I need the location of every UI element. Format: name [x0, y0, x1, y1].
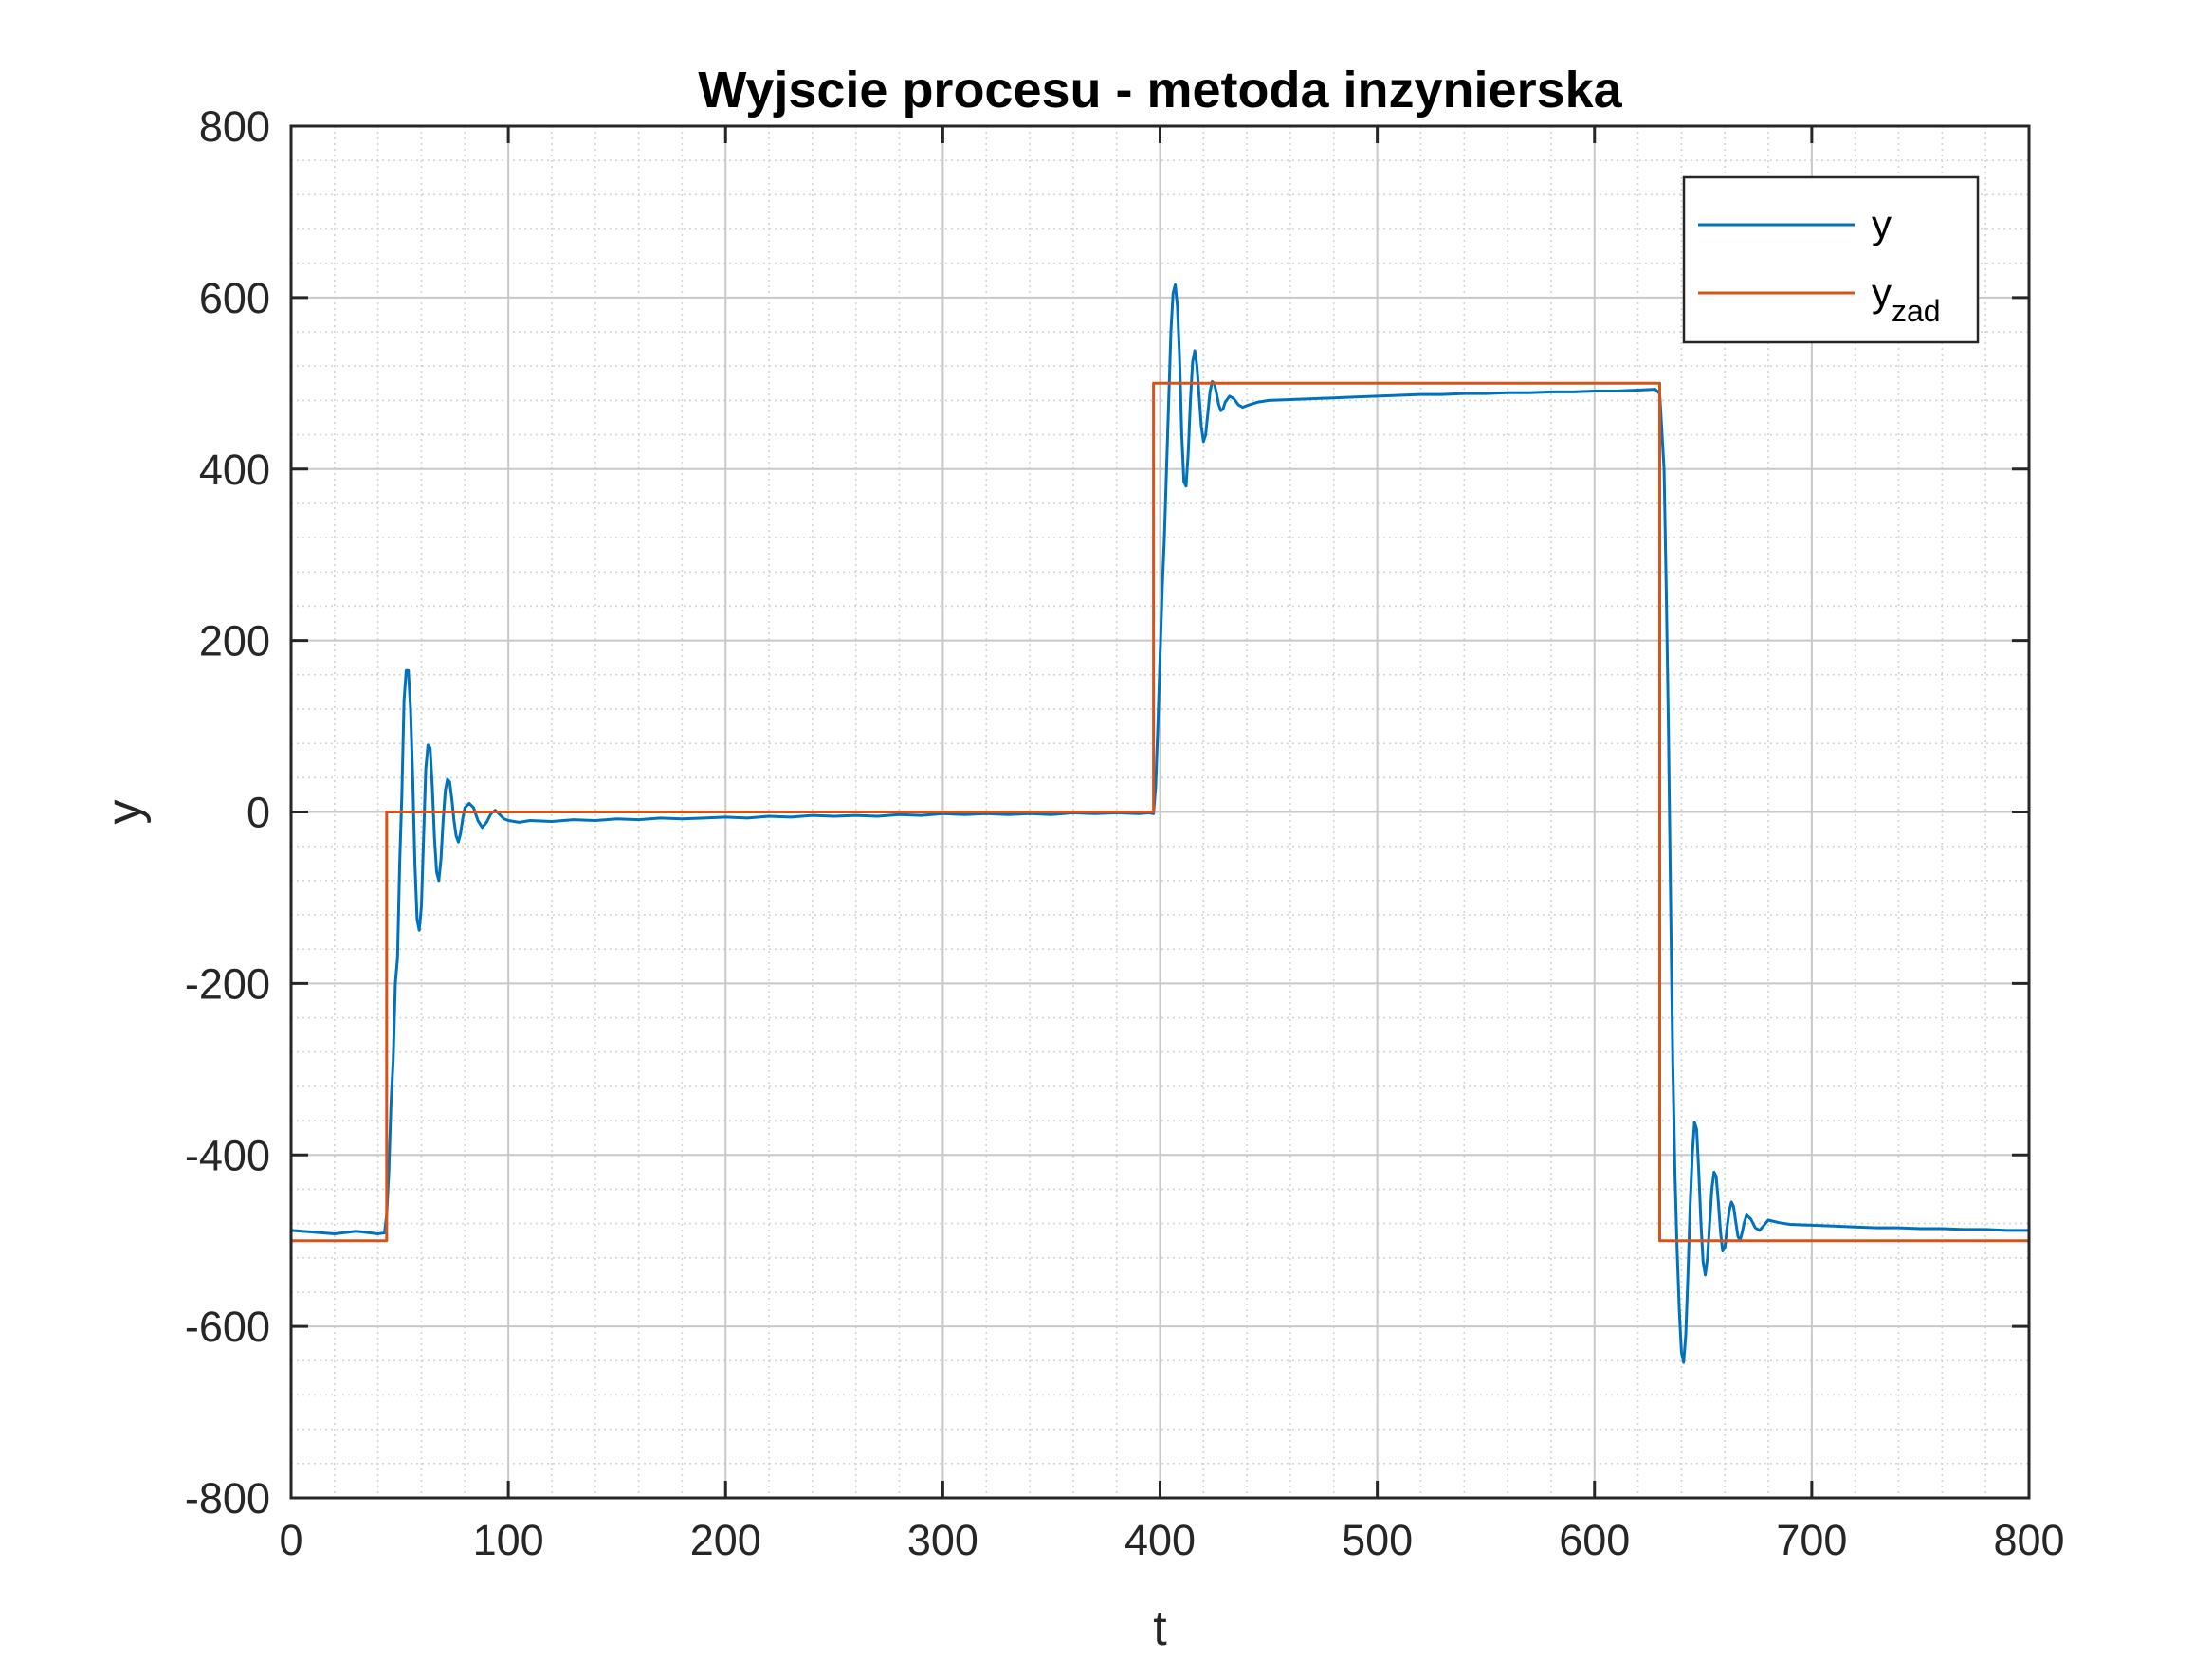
- axis-ticks: [289, 124, 2031, 1500]
- legend-box: [1682, 175, 1980, 344]
- x-tick-label: 400: [1124, 1516, 1196, 1564]
- y-tick-label: 800: [199, 102, 270, 151]
- series-line-y: [291, 283, 2029, 1364]
- x-tick-label: 600: [1559, 1516, 1630, 1564]
- minor-grid: [291, 126, 2029, 1498]
- y-tick-label: -600: [185, 1303, 270, 1351]
- y-tick-label: -200: [185, 959, 270, 1008]
- y-tick-label: 0: [247, 789, 270, 837]
- x-tick-label: 200: [690, 1516, 761, 1564]
- y-tick-label: -800: [185, 1474, 270, 1522]
- x-tick-label: 700: [1776, 1516, 1847, 1564]
- x-tick-label: 100: [473, 1516, 544, 1564]
- x-tick-labels: 0 100 200 300 400 500 600 700 800: [279, 1516, 2064, 1564]
- legend-label-yzad-subscript: zad: [1892, 294, 1941, 328]
- series-group: [291, 283, 2029, 1364]
- x-tick-label: 800: [1993, 1516, 2064, 1564]
- y-tick-label: -400: [185, 1131, 270, 1179]
- y-tick-labels: -800 -600 -400 -200 0 200 400 600 800: [185, 102, 270, 1522]
- legend-entry-yzad: yzad: [1872, 270, 1941, 328]
- legend-label-yzad: y: [1872, 270, 1892, 315]
- series-line-y-zad: [291, 381, 2029, 1243]
- y-tick-label: 400: [199, 446, 270, 494]
- chart-title: Wyjscie procesu - metoda inzynierska: [698, 62, 1622, 118]
- y-tick-label: 200: [199, 617, 270, 665]
- y-tick-label: 600: [199, 274, 270, 322]
- x-tick-label: 300: [907, 1516, 978, 1564]
- x-tick-label: 500: [1342, 1516, 1413, 1564]
- legend: y yzad: [1682, 175, 1980, 344]
- legend-entry-y: y: [1872, 202, 1892, 246]
- x-tick-label: 0: [279, 1516, 302, 1564]
- legend-label-y: y: [1872, 202, 1892, 246]
- x-axis-label: t: [1153, 1601, 1167, 1656]
- y-axis-label: y: [97, 800, 152, 825]
